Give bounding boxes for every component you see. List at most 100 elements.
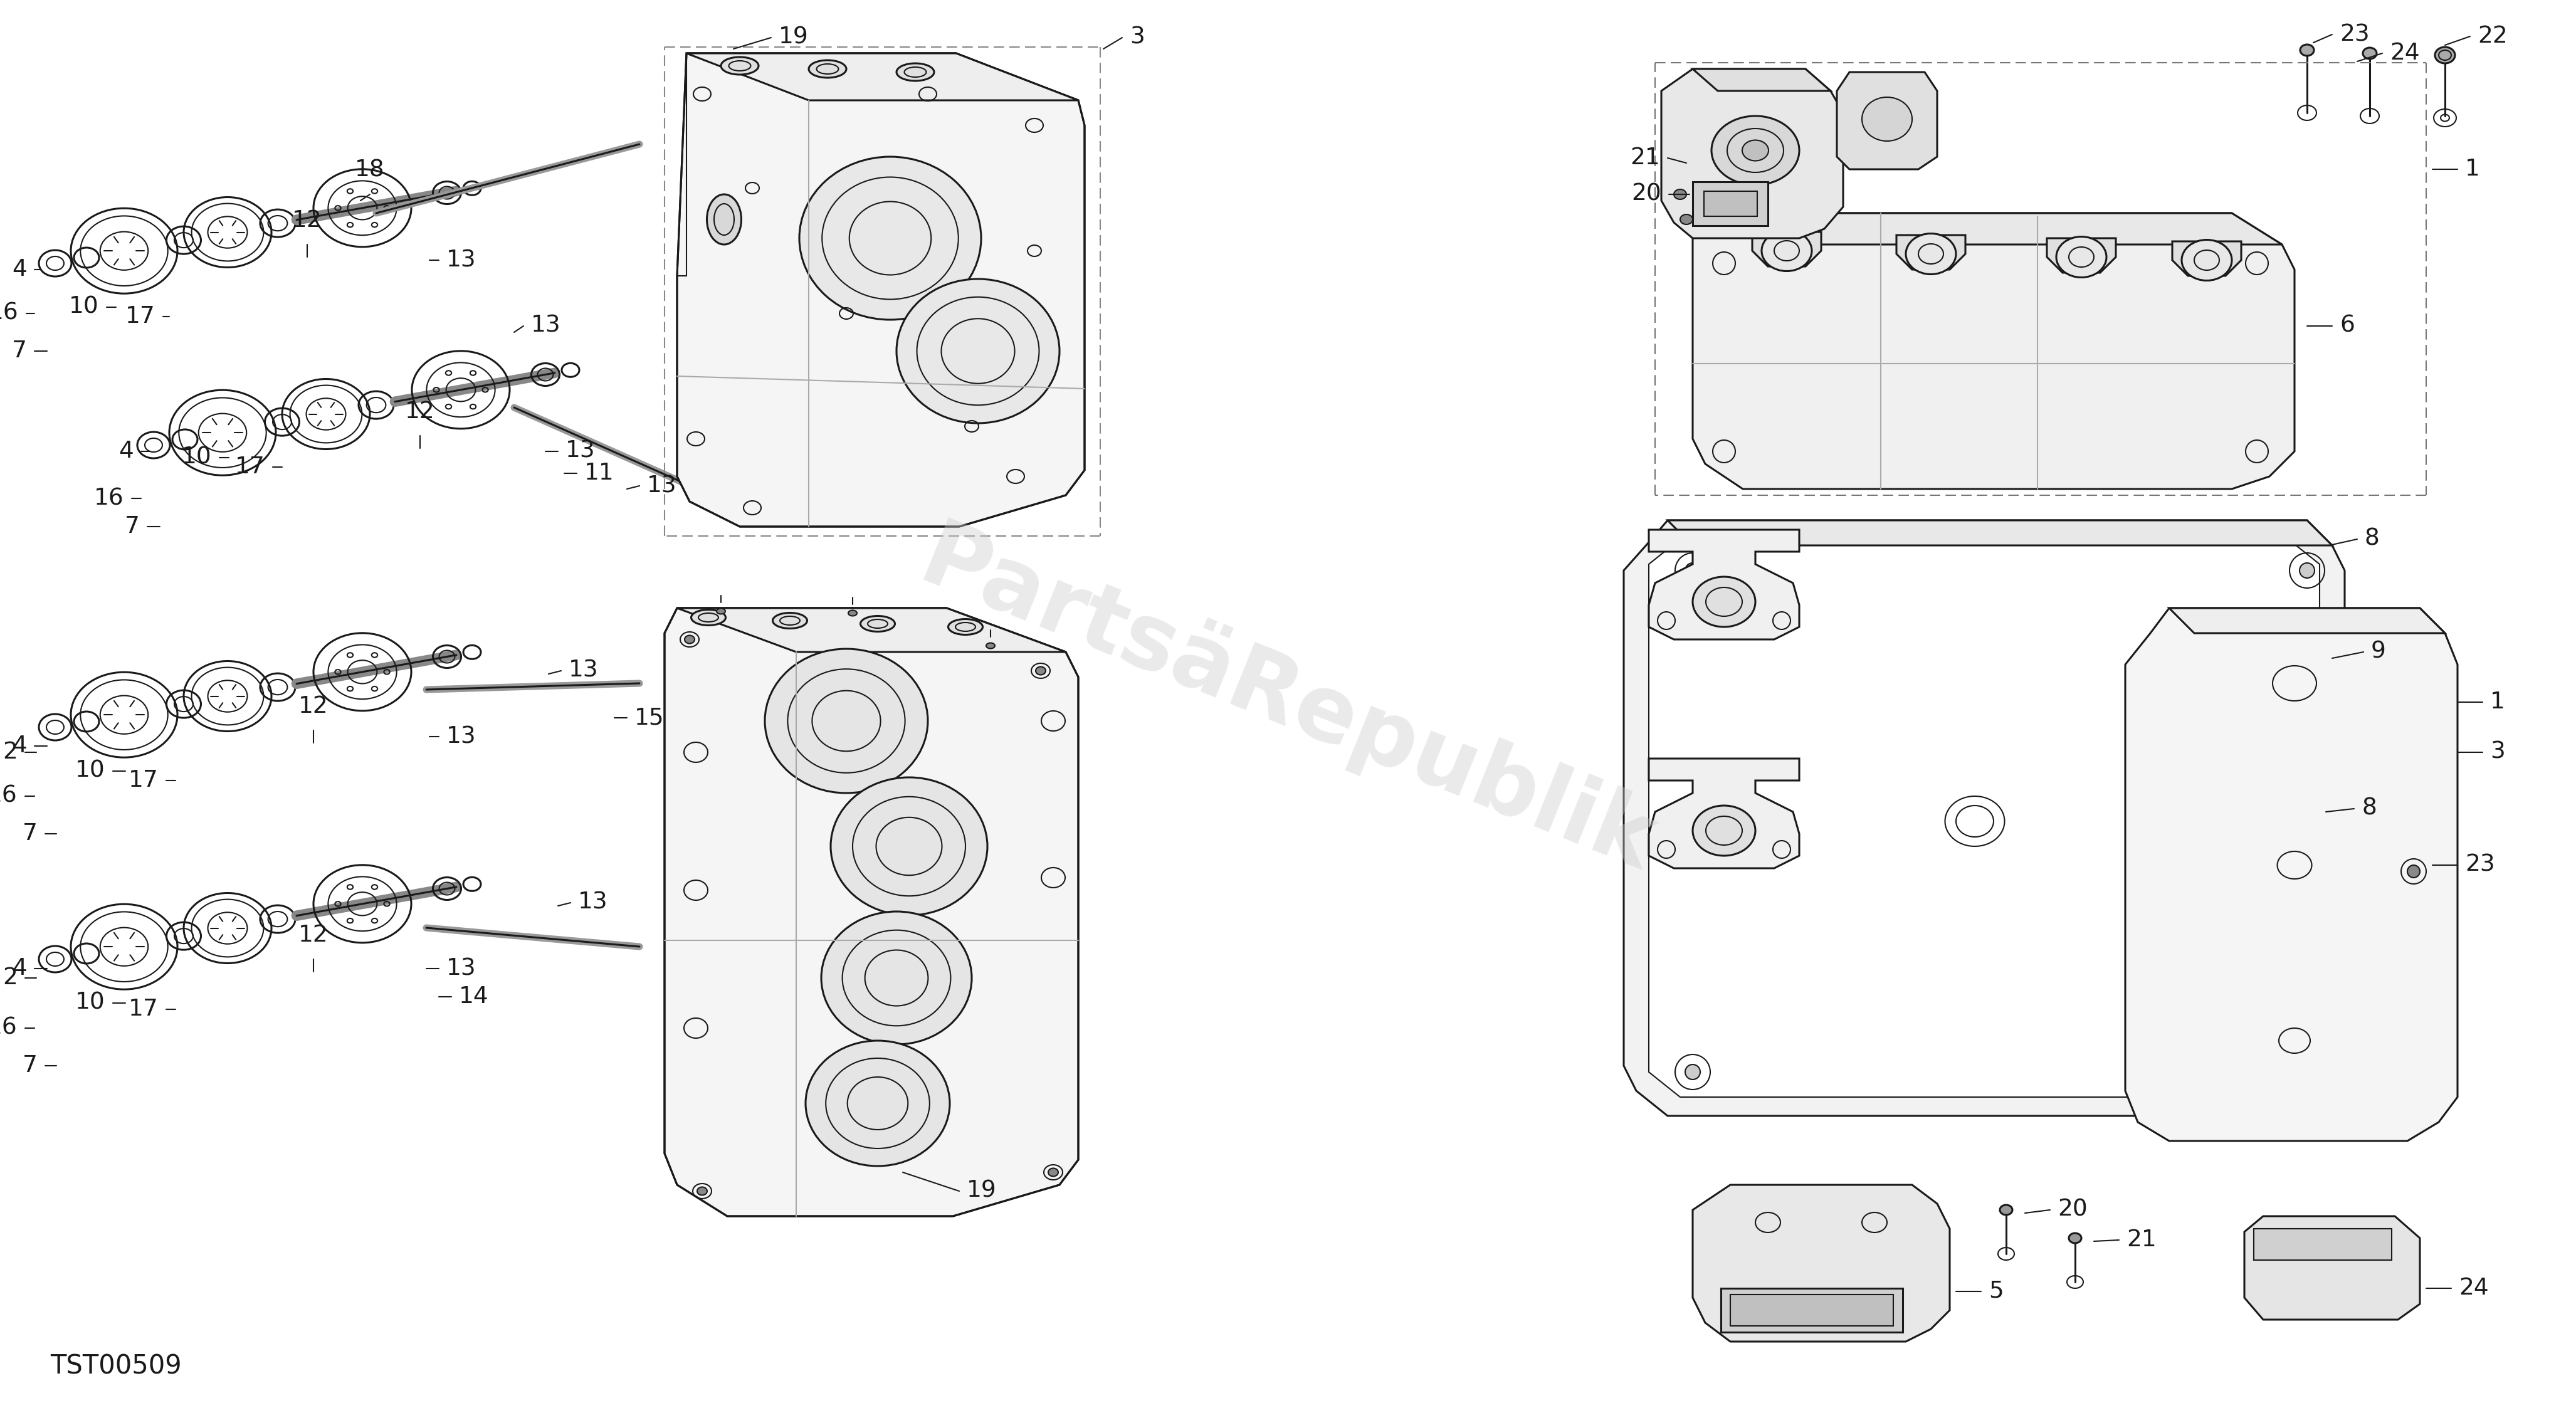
Text: 24: 24	[2391, 42, 2419, 65]
Polygon shape	[1744, 213, 2282, 244]
Polygon shape	[2244, 1216, 2419, 1320]
Text: 1: 1	[2491, 690, 2504, 713]
Text: 13: 13	[531, 314, 562, 337]
Text: 17: 17	[129, 998, 160, 1020]
Text: 8: 8	[2362, 797, 2378, 819]
Polygon shape	[1752, 231, 1821, 267]
Text: 7: 7	[13, 340, 26, 362]
Text: 7: 7	[23, 1055, 39, 1078]
Ellipse shape	[2362, 48, 2378, 59]
Polygon shape	[665, 607, 1079, 1216]
Circle shape	[1685, 563, 1700, 578]
Text: 12: 12	[404, 401, 435, 424]
Polygon shape	[1623, 521, 2344, 1115]
Text: 2: 2	[3, 741, 18, 763]
Text: 12: 12	[299, 925, 327, 947]
Text: 16: 16	[0, 784, 18, 808]
Text: 1: 1	[2465, 159, 2481, 181]
Text: 12: 12	[291, 209, 322, 231]
Text: 15: 15	[634, 707, 665, 730]
Text: 17: 17	[129, 769, 160, 791]
Text: 20: 20	[1631, 182, 1662, 206]
Bar	[1703, 191, 1757, 216]
Polygon shape	[1837, 72, 1937, 170]
Circle shape	[1685, 1065, 1700, 1079]
Ellipse shape	[2069, 1233, 2081, 1243]
Ellipse shape	[1680, 215, 1692, 224]
Text: 13: 13	[446, 248, 477, 271]
Ellipse shape	[822, 912, 971, 1044]
Circle shape	[2409, 866, 2419, 878]
Text: PartsäRepublik: PartsäRepublik	[907, 513, 1667, 890]
Ellipse shape	[896, 63, 935, 81]
Polygon shape	[685, 53, 1079, 100]
Text: 17: 17	[126, 306, 155, 328]
Polygon shape	[677, 607, 1066, 652]
Text: 16: 16	[0, 302, 18, 324]
Ellipse shape	[1048, 1169, 1059, 1176]
Text: 4: 4	[13, 957, 26, 979]
Ellipse shape	[829, 777, 987, 915]
Ellipse shape	[1710, 116, 1798, 185]
Ellipse shape	[685, 636, 696, 644]
Ellipse shape	[987, 643, 994, 648]
Text: 18: 18	[355, 159, 384, 182]
Polygon shape	[1667, 521, 2331, 546]
Ellipse shape	[1674, 189, 1687, 199]
Bar	[1721, 1288, 1904, 1333]
Ellipse shape	[1692, 577, 1754, 627]
Ellipse shape	[698, 1187, 708, 1195]
Ellipse shape	[1036, 666, 1046, 675]
Ellipse shape	[765, 648, 927, 793]
Text: 17: 17	[234, 456, 265, 478]
Polygon shape	[1649, 539, 2318, 1097]
Polygon shape	[1692, 213, 2295, 490]
Text: 10: 10	[75, 992, 106, 1014]
Text: 22: 22	[2478, 25, 2506, 48]
Text: 19: 19	[778, 27, 809, 49]
Polygon shape	[2048, 239, 2115, 272]
Text: 13: 13	[569, 659, 598, 682]
Text: 7: 7	[23, 822, 39, 845]
Ellipse shape	[1692, 805, 1754, 856]
Text: 10: 10	[75, 760, 106, 783]
Ellipse shape	[716, 609, 726, 615]
Text: 21: 21	[2128, 1229, 2156, 1251]
Text: 6: 6	[2339, 314, 2354, 337]
Ellipse shape	[1741, 140, 1770, 161]
Bar	[1731, 1295, 1893, 1326]
Text: 13: 13	[577, 891, 608, 913]
Text: 9: 9	[2370, 641, 2385, 664]
Ellipse shape	[1762, 230, 1811, 271]
Polygon shape	[677, 53, 1084, 526]
Text: 3: 3	[1131, 27, 1144, 49]
Text: 11: 11	[585, 462, 613, 484]
Text: 2: 2	[3, 967, 18, 989]
Bar	[2254, 1229, 2391, 1260]
Circle shape	[2300, 563, 2316, 578]
Text: 5: 5	[1989, 1280, 2004, 1303]
Polygon shape	[1896, 236, 1965, 269]
Ellipse shape	[1906, 233, 1955, 274]
Ellipse shape	[848, 610, 858, 616]
Ellipse shape	[690, 610, 726, 626]
Polygon shape	[1649, 759, 1798, 868]
Circle shape	[2300, 1065, 2316, 1079]
Polygon shape	[1662, 69, 1844, 239]
Text: 10: 10	[183, 446, 211, 469]
Text: 3: 3	[2491, 741, 2504, 763]
Bar	[1692, 182, 1767, 226]
Text: 14: 14	[459, 985, 489, 1007]
Ellipse shape	[706, 195, 742, 244]
Text: 16: 16	[0, 1017, 18, 1040]
Polygon shape	[2169, 607, 2445, 633]
Polygon shape	[1692, 69, 1832, 91]
Text: 4: 4	[13, 258, 26, 281]
Ellipse shape	[860, 616, 894, 631]
Ellipse shape	[2056, 237, 2107, 278]
Polygon shape	[1692, 1186, 1950, 1341]
Text: 13: 13	[446, 725, 477, 748]
Text: 20: 20	[2058, 1198, 2087, 1221]
Text: 19: 19	[966, 1180, 997, 1202]
Text: 13: 13	[647, 474, 677, 497]
